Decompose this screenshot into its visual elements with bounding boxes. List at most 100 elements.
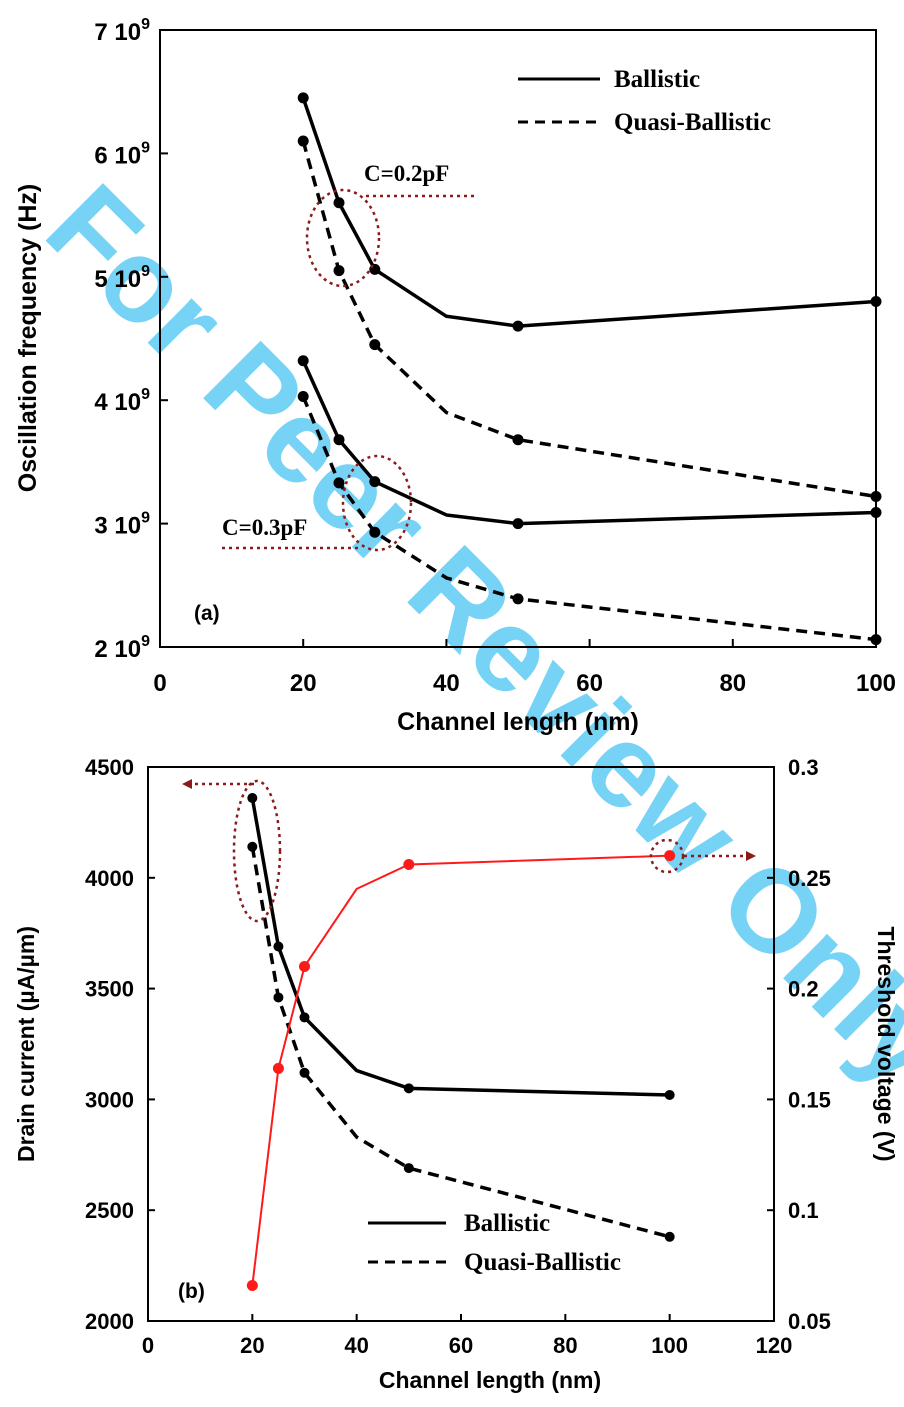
- chart-a-data-point: [512, 434, 524, 446]
- chart-b-ytick-label: 4500: [85, 755, 134, 780]
- chart-b-y2tick-label: 0.1: [788, 1198, 819, 1223]
- chart-a-data-point: [369, 263, 381, 275]
- chart-a-data-point: [369, 526, 381, 538]
- chart-a-data-point: [333, 434, 345, 446]
- chart-a-data-point: [870, 634, 882, 646]
- chart-a-ytick-label: 4 109: [94, 386, 150, 416]
- chart-b-data-point: [664, 850, 676, 862]
- legend-a-ballistic-label: Ballistic: [614, 66, 700, 93]
- chart-b: 0 20 40 60 80 100 120 2000 2500 3000 3500 4000 4500 0…: [13, 755, 899, 1393]
- chart-a-data-point: [369, 476, 381, 488]
- chart-b-data-point: [273, 992, 284, 1003]
- chart-b-series-line-solid: [250, 797, 670, 1097]
- chart-a-xtick-label: 80: [719, 670, 746, 697]
- annotation-right-ellipse: [649, 838, 685, 874]
- chart-a-data-point: [870, 295, 882, 307]
- chart-a-data-point: [297, 135, 309, 147]
- annotation-left-axis: [182, 779, 282, 923]
- chart-b-data-point: [403, 1163, 414, 1174]
- chart-b-y2label: Threshold voltage (V): [873, 926, 899, 1161]
- chart-b-data-point: [246, 1280, 258, 1292]
- chart-b-ytick-label: 2000: [85, 1309, 134, 1334]
- chart-a-legend: Ballistic Quasi-Ballistic: [518, 66, 771, 136]
- chart-a-data-point: [369, 339, 381, 351]
- chart-a-data-point: [333, 477, 345, 489]
- chart-b-ylabel: Drain current (µA/µm): [13, 926, 39, 1162]
- chart-a-xtick-label: 40: [433, 670, 460, 697]
- chart-b-xlabel: Channel length (nm): [379, 1367, 601, 1393]
- chart-b-ytick-label: 3500: [85, 977, 134, 1002]
- chart-a-ytick-label: 5 109: [94, 263, 150, 293]
- chart-a-xtick-label: 0: [153, 670, 166, 697]
- chart-a-data-point: [297, 390, 309, 402]
- chart-a: 0 20 40 60 80 100 2 109 3 109 4 109 5 109 6 109 7 1…: [14, 16, 896, 736]
- chart-a-xlabel: Channel length (nm): [397, 708, 639, 736]
- chart-b-data-point: [299, 1067, 310, 1078]
- chart-a-data-point: [870, 506, 882, 518]
- annotation-c03: C=0.3pF: [222, 454, 413, 552]
- chart-a-data-point: [297, 355, 309, 367]
- annotation-c03-ellipse: [341, 454, 413, 552]
- annotation-left-ellipse: [232, 779, 282, 923]
- chart-b-data-point: [299, 1012, 310, 1023]
- chart-b-data-point: [664, 1089, 675, 1100]
- chart-a-series-line-solid: [301, 97, 877, 328]
- chart-a-frame: [159, 29, 877, 648]
- annotation-c03-label: C=0.3pF: [222, 515, 307, 540]
- chart-b-y2tick-label: 0.3: [788, 755, 819, 780]
- chart-b-data-point: [247, 793, 258, 804]
- chart-b-legend: Ballistic Quasi-Ballistic: [368, 1210, 621, 1276]
- chart-b-ytick-label: 3000: [85, 1087, 134, 1112]
- chart-b-y2tick-label: 0.2: [788, 977, 819, 1002]
- chart-a-panel-label: (a): [194, 602, 220, 625]
- chart-b-data-point: [273, 941, 284, 952]
- chart-b-xtick-label: 60: [449, 1333, 473, 1358]
- chart-a-series-line-dashed: [301, 140, 877, 499]
- legend-b-ballistic-label: Ballistic: [464, 1210, 550, 1237]
- chart-b-data-point: [247, 841, 258, 852]
- chart-a-data-point: [512, 593, 524, 605]
- chart-b-xtick-label: 120: [756, 1333, 793, 1358]
- chart-b-data-point: [664, 1231, 675, 1242]
- chart-a-series-line-solid: [301, 359, 877, 526]
- chart-b-y2tick-label: 0.05: [788, 1309, 831, 1334]
- chart-b-xtick-label: 20: [240, 1333, 264, 1358]
- chart-b-data-point: [403, 859, 415, 871]
- chart-b-y2tick-label: 0.25: [788, 866, 831, 891]
- chart-a-xtick-label: 20: [290, 670, 317, 697]
- annotation-c02-ellipse: [305, 188, 381, 288]
- chart-b-ytick-label: 2500: [85, 1198, 134, 1223]
- chart-a-ylabel: Oscillation frequency (Hz): [14, 184, 42, 492]
- chart-a-data-point: [297, 92, 309, 104]
- chart-b-panel-label: (b): [178, 1280, 205, 1303]
- chart-a-ytick-label: 2 109: [94, 633, 150, 663]
- chart-a-ytick-label: 7 109: [94, 16, 150, 46]
- chart-a-ytick-label: 3 109: [94, 510, 150, 540]
- chart-a-ytick-label: 6 109: [94, 139, 150, 169]
- chart-a-series-line-dashed: [301, 395, 877, 642]
- chart-b-series-line-red: [251, 854, 670, 1286]
- chart-b-series-line-dashed: [250, 846, 671, 1239]
- chart-a-xtick-label: 60: [576, 670, 603, 697]
- annotation-c02: C=0.2pF: [305, 161, 474, 288]
- legend-a-quasi-label: Quasi-Ballistic: [614, 109, 771, 136]
- legend-b-quasi-label: Quasi-Ballistic: [464, 1249, 621, 1276]
- chart-a-data-point: [512, 518, 524, 530]
- chart-b-xtick-label: 40: [344, 1333, 368, 1358]
- chart-a-xtick-label: 100: [856, 670, 896, 697]
- chart-a-data-point: [333, 197, 345, 209]
- chart-b-ytick-label: 4000: [85, 866, 134, 891]
- annotation-right-axis: [649, 838, 756, 874]
- chart-a-data-point: [870, 490, 882, 502]
- chart-a-data-point: [333, 265, 345, 277]
- chart-a-data-point: [512, 320, 524, 332]
- chart-b-data-point: [272, 1062, 284, 1074]
- chart-b-xtick-label: 0: [142, 1333, 154, 1358]
- watermark-text: For Peer Review Only: [22, 160, 904, 1111]
- chart-b-data-point: [299, 960, 310, 972]
- chart-b-xtick-label: 100: [651, 1333, 688, 1358]
- annotation-c02-label: C=0.2pF: [364, 161, 449, 186]
- chart-b-data-point: [403, 1083, 414, 1094]
- chart-b-y2tick-label: 0.15: [788, 1087, 831, 1112]
